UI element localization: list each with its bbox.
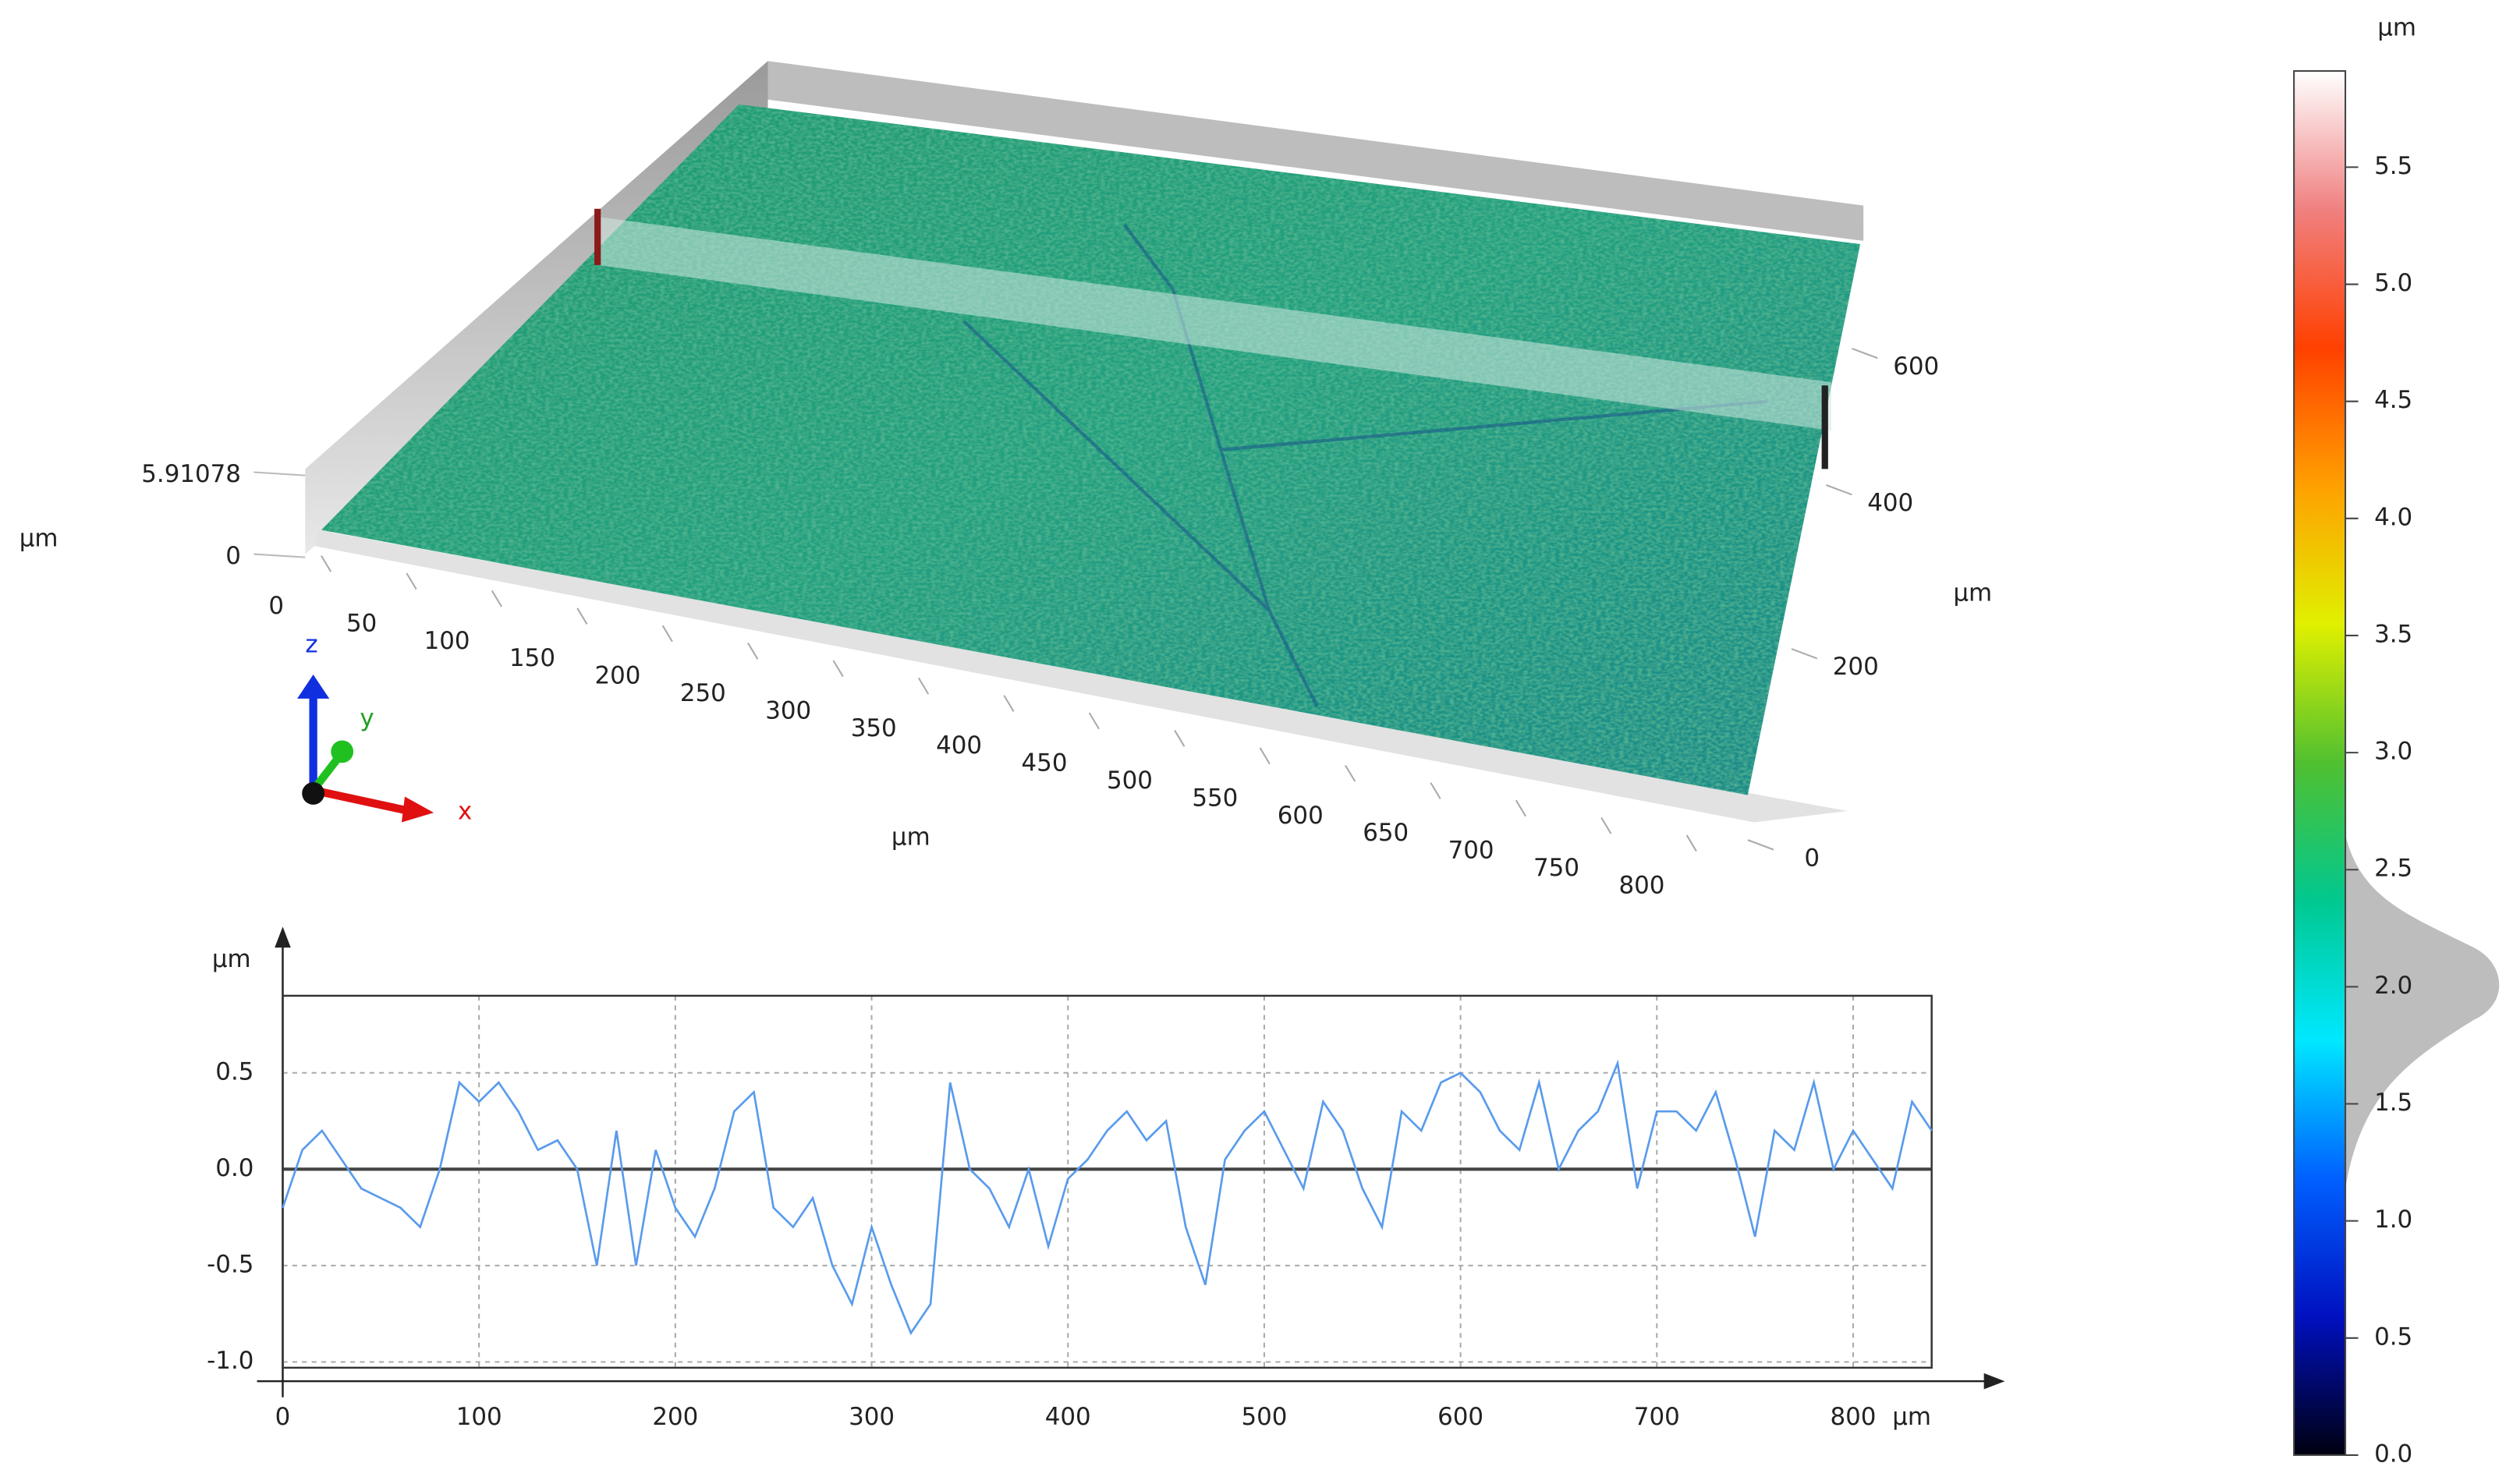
y-tick-label: 600 <box>1893 352 1939 381</box>
x-tick <box>1685 834 1697 852</box>
colorbar <box>2293 70 2347 1456</box>
x-tick-label: 500 <box>1241 1403 1287 1431</box>
colorbar-tick-label: 1.5 <box>2374 1089 2412 1117</box>
y-tick-label: -0.5 <box>207 1250 253 1278</box>
y-tick <box>1747 839 1774 851</box>
x-tick-label: 250 <box>680 679 726 707</box>
z-tick <box>253 471 306 476</box>
x-tick-label: 200 <box>594 662 640 690</box>
x-tick-label: 50 <box>346 609 377 637</box>
x-tick-label: 350 <box>851 714 897 742</box>
colorbar-label: µm <box>2377 14 2416 42</box>
x-tick-label: 200 <box>652 1403 698 1431</box>
triad-origin <box>302 781 325 805</box>
x-tick <box>321 555 332 572</box>
x-tick-label: 300 <box>765 696 811 724</box>
x-tick-label: 400 <box>1045 1403 1091 1431</box>
x-tick <box>1174 730 1186 747</box>
triad-label: x <box>458 798 472 826</box>
y-arrow <box>275 926 291 948</box>
x-tick <box>1345 764 1356 782</box>
y-tick <box>1851 347 1878 359</box>
colorbar-tick-label: 5.5 <box>2374 152 2412 180</box>
x-tick-label: 600 <box>1278 802 1324 830</box>
x-tick <box>1259 747 1271 765</box>
x-tick <box>1088 712 1100 730</box>
colorbar-tick-label: 5.0 <box>2374 269 2412 297</box>
x-tick <box>1430 782 1441 799</box>
x-tick-label: 700 <box>1448 837 1494 865</box>
x-tick-label: 100 <box>424 627 470 655</box>
y-tick-label: -1.0 <box>207 1347 253 1375</box>
x-tick-label: 650 <box>1363 819 1409 847</box>
x-tick-label: 0 <box>268 592 284 620</box>
triad-label: z <box>305 630 317 658</box>
x-tick-label: 0 <box>275 1403 291 1431</box>
z-tick-label: 0 <box>225 542 241 570</box>
x-tick-label: 800 <box>1831 1403 1877 1431</box>
x-arrow <box>1983 1372 2005 1390</box>
y-tick-label: 200 <box>1833 653 1879 681</box>
x-tick <box>832 660 844 678</box>
colorbar-tick-label: 4.0 <box>2374 503 2412 531</box>
z-tick-label: 5.91078 <box>141 460 241 488</box>
x-tick <box>747 643 759 660</box>
back-wall <box>767 61 1864 241</box>
x-tick <box>1515 799 1527 817</box>
y-axis-label: µm <box>1953 579 1992 607</box>
x-tick-label: 300 <box>849 1403 895 1431</box>
x-tick-label: 550 <box>1192 784 1238 812</box>
x-tick <box>406 572 417 590</box>
x-tick-label: 700 <box>1634 1403 1680 1431</box>
colorbar-tick-label: 0.5 <box>2374 1323 2412 1351</box>
x-axis-label: µm <box>891 823 930 852</box>
z-tick <box>253 553 306 558</box>
x-tick <box>1003 695 1015 712</box>
x-tick-label: 600 <box>1437 1403 1483 1431</box>
triad-y-head <box>331 740 354 763</box>
y-axis-label: µm <box>212 945 251 973</box>
y-tick <box>1826 484 1852 496</box>
colorbar-tick-label: 3.0 <box>2374 738 2412 766</box>
floor <box>314 529 1848 823</box>
x-tick <box>1600 817 1612 834</box>
z-axis-label: µm <box>19 525 58 553</box>
colorbar-tick-label: 3.5 <box>2374 620 2412 648</box>
surface-view <box>297 61 1864 823</box>
x-tick <box>661 625 673 643</box>
triad-x-head <box>401 796 434 823</box>
colorbar-tick-label: 4.5 <box>2374 386 2412 414</box>
x-tick-label: 800 <box>1618 871 1664 899</box>
x-tick-label: 450 <box>1022 749 1068 777</box>
y-tick-label: 400 <box>1867 489 1913 517</box>
triad-x <box>312 786 411 816</box>
colorbar-tick-label: 1.0 <box>2374 1206 2412 1234</box>
colorbar-tick-label: 2.0 <box>2374 972 2412 1000</box>
histogram <box>2345 834 2500 1189</box>
profile-band <box>597 217 1831 430</box>
colorbar-tick-label: 2.5 <box>2374 855 2412 883</box>
plot-frame <box>282 994 1933 1369</box>
x-tick-label: 400 <box>936 731 982 760</box>
y-tick-label: 0.5 <box>215 1057 253 1086</box>
x-tick-label: 100 <box>456 1403 502 1431</box>
x-tick <box>576 607 588 625</box>
triad-label: y <box>360 704 374 732</box>
y-tick-label: 0 <box>1804 844 1820 872</box>
y-tick <box>1791 648 1818 660</box>
y-tick-label: 0.0 <box>215 1154 253 1182</box>
triad-z-head <box>297 675 330 699</box>
x-tick-label: 150 <box>509 644 555 672</box>
x-axis-label: µm <box>1892 1403 1931 1431</box>
profile-line <box>282 1059 1933 1336</box>
colorbar-tick-label: 0.0 <box>2374 1440 2412 1468</box>
x-tick-label: 500 <box>1107 767 1153 795</box>
x-tick <box>491 590 502 607</box>
x-tick-label: 750 <box>1533 854 1579 882</box>
x-tick <box>917 677 930 695</box>
